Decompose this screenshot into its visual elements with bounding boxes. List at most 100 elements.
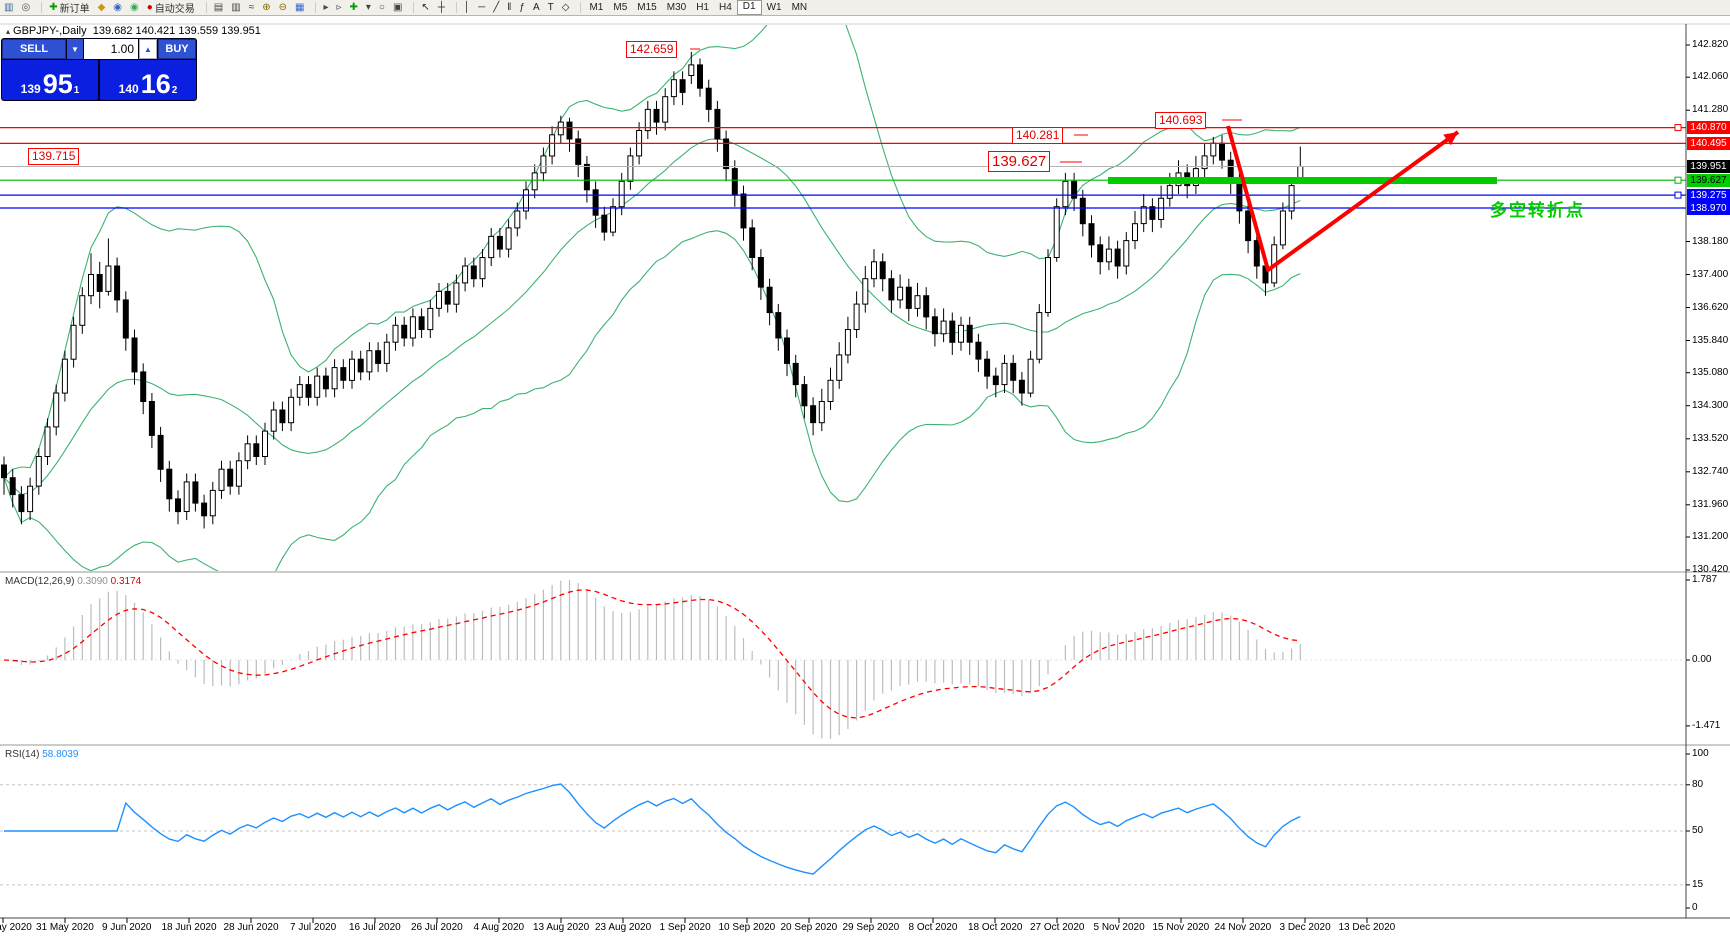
sell-button[interactable]: SELL bbox=[2, 39, 66, 59]
sell-price-pips: 95 bbox=[42, 69, 73, 99]
indicators-icon[interactable]: ✚ bbox=[346, 1, 362, 14]
bull-candle bbox=[618, 180, 625, 208]
date-label: 4 Aug 2020 bbox=[473, 922, 525, 933]
toolbar-separator bbox=[199, 2, 207, 13]
timeframe-h4[interactable]: H4 bbox=[718, 2, 732, 13]
history-icon[interactable]: ◆ bbox=[94, 1, 110, 14]
price-badge-139.627: 139.627 bbox=[1687, 173, 1730, 187]
hline-anchor[interactable] bbox=[1674, 176, 1682, 184]
hline-icon[interactable]: ─ bbox=[474, 1, 489, 14]
bear-candle bbox=[1018, 379, 1025, 394]
chart-text-annotation[interactable]: 多空转折点 bbox=[1490, 201, 1585, 220]
bull-candle bbox=[209, 489, 216, 517]
indicators-dropdown-icon[interactable]: ▾ bbox=[362, 1, 375, 14]
sell-price-point: 1 bbox=[73, 85, 80, 96]
periods-icon[interactable]: ○ bbox=[375, 1, 389, 14]
one-click-trade-panel: SELL ▼ 1.00 ▲ BUY 139 95 1 140 16 2 bbox=[1, 38, 197, 101]
timeframe-mn[interactable]: MN bbox=[791, 2, 808, 13]
bear-candle bbox=[140, 371, 147, 402]
hline-anchor[interactable] bbox=[1674, 124, 1682, 132]
bull-candle bbox=[1297, 166, 1304, 179]
bars-icon[interactable]: ▤ bbox=[210, 1, 227, 14]
label-icon[interactable]: T bbox=[544, 1, 558, 14]
chart-shift-icon[interactable]: ▹ bbox=[332, 1, 345, 14]
hline-anchor[interactable] bbox=[1674, 191, 1682, 199]
price-badge-140.870: 140.870 bbox=[1687, 121, 1730, 135]
sell-price-handle: 139 bbox=[20, 82, 41, 96]
bear-candle bbox=[1088, 223, 1095, 246]
bull-candle bbox=[1210, 142, 1217, 157]
bull-candle bbox=[105, 265, 112, 292]
signals-icon[interactable]: ◉ bbox=[126, 1, 143, 14]
line-chart-icon[interactable]: ≈ bbox=[245, 1, 259, 14]
channel-icon: ‖ bbox=[507, 2, 512, 13]
vline-icon[interactable]: │ bbox=[460, 1, 474, 14]
zoom-out-icon[interactable]: ⊖ bbox=[275, 1, 291, 14]
toolbar-separator bbox=[573, 2, 582, 13]
price-callout-142.659[interactable]: 142.659 bbox=[626, 41, 678, 58]
text-icon[interactable]: A bbox=[529, 1, 544, 14]
main-chart-pane bbox=[1, 25, 1304, 571]
date-label: 18 Jun 2020 bbox=[161, 922, 217, 933]
macd-signal-line bbox=[3, 589, 1301, 719]
volume-input[interactable]: 1.00 bbox=[84, 39, 138, 59]
price-tick-label: 133.520 bbox=[1692, 432, 1729, 444]
buy-button[interactable]: BUY bbox=[158, 39, 196, 59]
drawn-arrow-v-reversal[interactable] bbox=[1226, 125, 1460, 272]
toolbar-separator bbox=[34, 2, 43, 13]
new-chart-icon[interactable]: ▥ bbox=[0, 1, 17, 14]
bull-candle bbox=[514, 210, 521, 229]
bull-candle bbox=[44, 426, 51, 457]
market-icon: ◉ bbox=[113, 2, 123, 13]
bear-candle bbox=[470, 265, 477, 280]
tile-windows-icon[interactable]: ▦ bbox=[291, 1, 308, 14]
auto-scroll-icon[interactable]: ▸ bbox=[319, 1, 332, 14]
candles-icon[interactable]: ▥ bbox=[227, 1, 244, 14]
autotrading-icon[interactable]: ● 自动交易 bbox=[143, 1, 199, 15]
bear-candle bbox=[905, 286, 912, 309]
bull-candle bbox=[1123, 240, 1130, 267]
crosshair-icon[interactable]: ┼ bbox=[434, 1, 449, 14]
timeframe-h1[interactable]: H1 bbox=[696, 2, 709, 13]
timeframe-m5[interactable]: M5 bbox=[613, 2, 628, 13]
price-tick-label: 135.840 bbox=[1692, 334, 1729, 346]
shapes-icon[interactable]: ◇ bbox=[558, 1, 574, 14]
macd-signal-value: 0.3174 bbox=[110, 576, 142, 587]
timeframe-m15[interactable]: M15 bbox=[637, 2, 657, 13]
volume-decrease-button[interactable]: ▼ bbox=[67, 39, 83, 59]
new-chart-icon: ▥ bbox=[4, 2, 14, 13]
price-callout-139.715[interactable]: 139.715 bbox=[28, 148, 80, 165]
new-order-icon[interactable]: ✚ 新订单 bbox=[45, 1, 93, 15]
volume-increase-button[interactable]: ▲ bbox=[139, 39, 157, 59]
bear-candle bbox=[801, 384, 808, 407]
date-label: 5 Nov 2020 bbox=[1093, 922, 1145, 933]
timeframe-m30[interactable]: M30 bbox=[666, 2, 687, 13]
templates-icon[interactable]: ▣ bbox=[389, 1, 406, 14]
price-callout-140.693[interactable]: 140.693 bbox=[1155, 112, 1207, 129]
channel-icon[interactable]: ‖ bbox=[503, 1, 515, 14]
timeframe-w1[interactable]: W1 bbox=[766, 2, 782, 13]
support-level-bar[interactable] bbox=[1108, 177, 1497, 184]
timeframe-m1[interactable]: M1 bbox=[589, 2, 604, 13]
bear-candle bbox=[575, 138, 582, 165]
fibonacci-icon[interactable]: ƒ bbox=[515, 1, 529, 14]
trendline-icon[interactable]: ╱ bbox=[489, 1, 503, 14]
buy-price-button[interactable]: 140 16 2 bbox=[100, 60, 196, 100]
market-icon[interactable]: ◉ bbox=[109, 1, 126, 14]
price-callout-140.281[interactable]: 140.281 bbox=[1012, 127, 1064, 144]
timeframe-d1[interactable]: D1 bbox=[736, 0, 762, 15]
chart-preview-icon[interactable]: ◎ bbox=[17, 1, 34, 14]
bull-candle bbox=[627, 155, 634, 182]
price-tick-label: 131.200 bbox=[1692, 531, 1729, 542]
cursor-icon[interactable]: ↖ bbox=[417, 1, 433, 14]
bear-candle bbox=[1010, 362, 1017, 381]
bull-candle bbox=[1279, 210, 1286, 246]
sell-price-button[interactable]: 139 95 1 bbox=[2, 60, 98, 100]
zoom-in-icon[interactable]: ⊕ bbox=[258, 1, 274, 14]
price-callout-139.627[interactable]: 139.627 bbox=[988, 151, 1051, 172]
macd-main-value: 0.3090 bbox=[77, 576, 108, 587]
bull-candle bbox=[436, 290, 442, 309]
bull-candle bbox=[270, 409, 277, 432]
